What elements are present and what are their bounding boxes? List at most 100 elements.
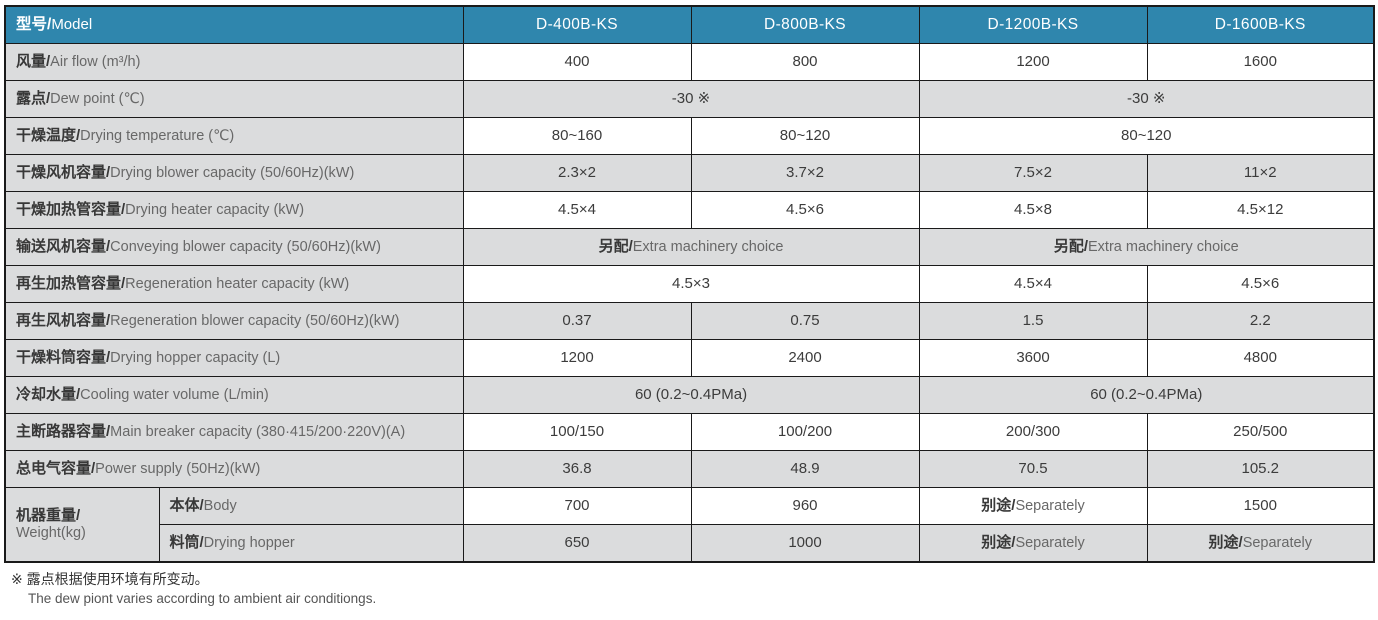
spec-value: 3600 — [918, 339, 1148, 377]
table-row: 总电气容量/Power supply (50Hz)(kW) 36.8 48.9 70.… — [4, 450, 1375, 488]
row-group-label: 机器重量/Weight(kg) — [4, 487, 160, 563]
label-en: Extra machinery choice — [1088, 239, 1239, 256]
spec-value: 3.7×2 — [690, 154, 920, 192]
spec-value: -30 ※ — [918, 80, 1375, 118]
spec-value: 另配/Extra machinery choice — [462, 228, 920, 266]
spec-value: 200/300 — [918, 413, 1148, 451]
label-zh: 总电气容量/ — [16, 460, 96, 478]
label-en: Regeneration heater capacity (kW) — [125, 276, 350, 293]
label-zh: 输送风机容量/ — [16, 238, 111, 256]
row-label: 冷却水量/Cooling water volume (L/min) — [4, 376, 464, 414]
label-zh: 机器重量/ — [16, 507, 81, 525]
spec-value: 100/150 — [462, 413, 692, 451]
row-sub-label: 本体/Body — [158, 487, 464, 525]
table-row: 干燥温度/Drying temperature (℃) 80~160 80~120 8… — [4, 117, 1375, 155]
row-label: 露点/Dew point (℃) — [4, 80, 464, 118]
label-zh: 别途/ — [981, 497, 1016, 515]
spec-value: 105.2 — [1146, 450, 1375, 488]
spec-value: 1600 — [1146, 43, 1375, 81]
table-row: 机器重量/Weight(kg) 本体/Body 700 960 别途/Separatel… — [4, 487, 1375, 563]
label-zh: 再生风机容量/ — [16, 312, 111, 330]
label-en: Regeneration blower capacity (50/60Hz)(k… — [110, 313, 400, 330]
row-label: 干燥风机容量/Drying blower capacity (50/60Hz)(… — [4, 154, 464, 192]
model-column-header: D-1200B-KS — [918, 5, 1148, 44]
label-zh: 别途/ — [1208, 534, 1243, 552]
spec-value: 1200 — [462, 339, 692, 377]
label-en: Air flow (m³/h) — [50, 54, 141, 71]
spec-value: 1500 — [1146, 487, 1375, 525]
spec-value: 4.5×3 — [462, 265, 920, 303]
footnote-line-zh: ※ 露点根据使用环境有所变动。 — [11, 571, 209, 587]
spec-value: 2.3×2 — [462, 154, 692, 192]
spec-value: 650 — [462, 524, 692, 563]
spec-value: 4.5×8 — [918, 191, 1148, 229]
label-en: Dew point (℃) — [50, 91, 145, 108]
label-en: Separately — [1242, 535, 1313, 552]
spec-value: 1200 — [918, 43, 1148, 81]
label-zh: 露点/ — [16, 90, 51, 108]
label-zh: 料筒/ — [169, 534, 204, 552]
label-en: Body — [203, 498, 237, 515]
spec-value: 11×2 — [1146, 154, 1375, 192]
spec-value: 1000 — [690, 524, 920, 563]
spec-value: 4.5×4 — [918, 265, 1148, 303]
label-en: Drying temperature (℃) — [80, 128, 235, 145]
label-zh: 另配/ — [1053, 238, 1088, 256]
label-zh: 主断路器容量/ — [16, 423, 111, 441]
row-label: 干燥温度/Drying temperature (℃) — [4, 117, 464, 155]
table-row: 再生风机容量/Regeneration blower capacity (50/… — [4, 302, 1375, 340]
spec-value: 960 — [690, 487, 920, 525]
spec-value: 2.2 — [1146, 302, 1375, 340]
table-row: 输送风机容量/Conveying blower capacity (50/60H… — [4, 228, 1375, 266]
spec-value: 48.9 — [690, 450, 920, 488]
spec-value: 4800 — [1146, 339, 1375, 377]
row-label: 再生风机容量/Regeneration blower capacity (50/… — [4, 302, 464, 340]
label-zh: 干燥温度/ — [16, 127, 81, 145]
label-zh: 另配/ — [598, 238, 633, 256]
model-label-zh: 型号/ — [16, 16, 52, 34]
label-zh: 再生加热管容量/ — [16, 275, 126, 293]
spec-value: 36.8 — [462, 450, 692, 488]
label-zh: 干燥风机容量/ — [16, 164, 111, 182]
spec-value: 80~120 — [918, 117, 1375, 155]
label-en: Main breaker capacity (380·415/200·220V)… — [110, 424, 406, 441]
label-zh: 干燥料筒容量/ — [16, 349, 111, 367]
spec-value: 另配/Extra machinery choice — [918, 228, 1375, 266]
spec-value: 1.5 — [918, 302, 1148, 340]
label-en: Separately — [1015, 535, 1085, 552]
spec-value: 60 (0.2~0.4PMa) — [918, 376, 1375, 414]
label-zh: 本体/ — [169, 497, 204, 515]
row-label: 再生加热管容量/Regeneration heater capacity (kW… — [4, 265, 464, 303]
header-row: 型号/Model D-400B-KS D-800B-KS D-1200B-KS D-1… — [4, 5, 1375, 44]
label-en: Drying heater capacity (kW) — [125, 202, 305, 219]
spec-value: 700 — [462, 487, 692, 525]
label-zh: 别途/ — [981, 534, 1016, 552]
label-en: Drying hopper capacity (L) — [110, 350, 281, 367]
spec-value: 2400 — [690, 339, 920, 377]
row-label: 干燥加热管容量/Drying heater capacity (kW) — [4, 191, 464, 229]
spec-value: 别途/Separately — [918, 487, 1148, 525]
table-row: 干燥加热管容量/Drying heater capacity (kW) 4.5×4… — [4, 191, 1375, 229]
label-en: Separately — [1015, 498, 1085, 515]
label-en: Power supply (50Hz)(kW) — [95, 461, 261, 478]
spec-table-body: 风量/Air flow (m³/h) 400 800 1200 1600 露点/Dew p… — [4, 43, 1375, 563]
table-row: 料筒/Drying hopper 650 1000 别途/Separately 别途/S… — [5, 524, 1375, 563]
model-column-header: D-800B-KS — [690, 5, 920, 44]
row-label: 输送风机容量/Conveying blower capacity (50/60H… — [4, 228, 464, 266]
model-label-en: Model — [51, 16, 93, 34]
spec-value: 60 (0.2~0.4PMa) — [462, 376, 920, 414]
table-row: 干燥料筒容量/Drying hopper capacity (L) 1200 240… — [4, 339, 1375, 377]
row-label: 总电气容量/Power supply (50Hz)(kW) — [4, 450, 464, 488]
row-label: 主断路器容量/Main breaker capacity (380·415/20… — [4, 413, 464, 451]
spec-value: 别途/Separately — [1146, 524, 1375, 563]
spec-sheet: 型号/Model D-400B-KS D-800B-KS D-1200B-KS D-1… — [4, 5, 1376, 606]
table-row: 冷却水量/Cooling water volume (L/min) 60 (0.2… — [4, 376, 1375, 414]
row-label: 风量/Air flow (m³/h) — [4, 43, 464, 81]
spec-value: 别途/Separately — [918, 524, 1148, 563]
label-en: Drying blower capacity (50/60Hz)(kW) — [110, 165, 355, 182]
spec-table: 型号/Model D-400B-KS D-800B-KS D-1200B-KS D-1… — [4, 5, 1376, 563]
spec-value: 7.5×2 — [918, 154, 1148, 192]
row-label: 干燥料筒容量/Drying hopper capacity (L) — [4, 339, 464, 377]
label-en: Cooling water volume (L/min) — [80, 387, 269, 404]
spec-value: 250/500 — [1146, 413, 1375, 451]
